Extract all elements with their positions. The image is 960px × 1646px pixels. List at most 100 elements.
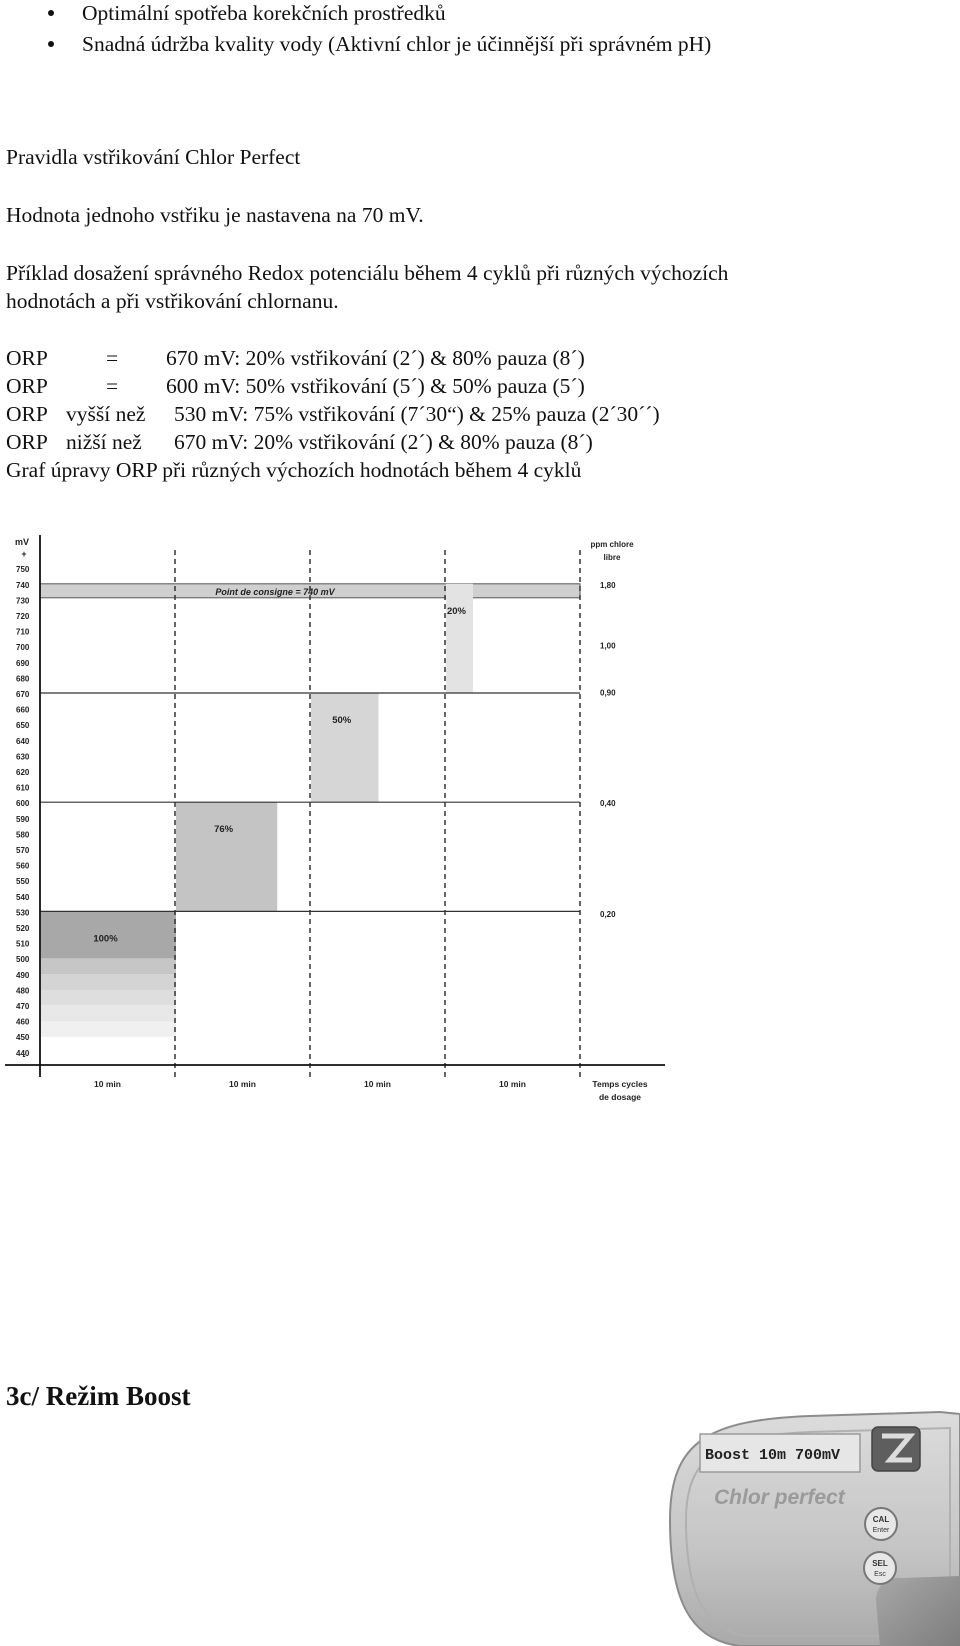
bar-label: 50% xyxy=(332,715,352,726)
y-tick-label: 660 xyxy=(16,706,30,715)
y2-axis-label: ppm chlore xyxy=(590,540,634,549)
y2-tick-label: 0,90 xyxy=(600,688,616,697)
y-axis-arrow: + xyxy=(21,549,26,559)
chart-bar-fade xyxy=(41,958,176,974)
y-tick-label: 450 xyxy=(16,1033,30,1042)
y-tick-label: 540 xyxy=(16,893,30,902)
y-axis-label: mV xyxy=(15,537,29,547)
chart-bar-fade xyxy=(41,989,176,1005)
y-axis-minus: - xyxy=(23,1051,26,1061)
y-tick-label: 620 xyxy=(16,768,30,777)
orp-row: ORP nižší než 670 mV: 20% vstřikování (2… xyxy=(6,429,906,455)
cal-button-label: CAL xyxy=(873,1515,890,1524)
cal-button[interactable]: CAL Enter xyxy=(864,1507,898,1541)
orp-rest: 600 mV: 50% vstřikování (5´) & 50% pauza… xyxy=(166,374,585,398)
bar-label: 20% xyxy=(447,606,467,617)
section-title: 3c/ Režim Boost xyxy=(6,1381,191,1411)
bar-label: 76% xyxy=(214,824,234,835)
chlor-perfect-device: Boost 10m 700mV Chlor perfect CAL Enter … xyxy=(668,1410,960,1646)
y-tick-label: 490 xyxy=(16,971,30,980)
y-tick-label: 570 xyxy=(16,846,30,855)
setpoint-label: Point de consigne = 740 mV xyxy=(215,587,335,597)
rules-title: Pravidla vstřikování Chlor Perfect xyxy=(6,145,301,169)
orp-rest: 530 mV: 75% vstřikování (7´30“) & 25% pa… xyxy=(174,402,660,426)
orp-operator: vyšší než xyxy=(66,402,146,426)
y-tick-label: 740 xyxy=(16,581,30,590)
y2-tick-label: 0,20 xyxy=(600,910,616,919)
y-tick-label: 520 xyxy=(16,924,30,933)
y-tick-label: 690 xyxy=(16,659,30,668)
chart-bar-fade xyxy=(41,973,176,990)
orp-rest: 670 mV: 20% vstřikování (2´) & 80% pauza… xyxy=(174,430,593,454)
chart-bar-fade xyxy=(41,1005,176,1021)
injection-value-text: Hodnota jednoho vstřiku je nastavena na … xyxy=(6,203,424,227)
y-tick-label: 670 xyxy=(16,690,30,699)
cal-button-sublabel: Enter xyxy=(873,1527,890,1534)
x-tick-label: 10 min xyxy=(94,1079,121,1089)
y-tick-label: 650 xyxy=(16,721,30,730)
y-tick-label: 750 xyxy=(16,565,30,574)
orp-label: ORP xyxy=(6,346,48,370)
y-tick-label: 640 xyxy=(16,737,30,746)
example-text-line-2: hodnotách a při vstřikování chlornanu. xyxy=(6,289,339,313)
y-tick-label: 470 xyxy=(16,1002,30,1011)
y-tick-label: 440 xyxy=(16,1049,30,1058)
y-tick-label: 580 xyxy=(16,830,30,839)
orp-rest: 670 mV: 20% vstřikování (2´) & 80% pauza… xyxy=(166,346,585,370)
x-axis-label: Temps cycles xyxy=(592,1079,647,1089)
y-tick-label: 610 xyxy=(16,784,30,793)
orp-row: ORP = 670 mV: 20% vstřikování (2´) & 80%… xyxy=(6,345,906,371)
orp-label: ORP xyxy=(6,430,48,454)
x-tick-label: 10 min xyxy=(229,1079,256,1089)
y-tick-label: 550 xyxy=(16,877,30,886)
orp-label: ORP xyxy=(6,374,48,398)
device-screen xyxy=(699,1433,861,1473)
bullet-item: Optimální spotřeba korekčních prostředků xyxy=(0,0,900,26)
orp-operator: = xyxy=(106,346,119,370)
y2-tick-label: 1,00 xyxy=(600,642,616,651)
x-tick-label: 10 min xyxy=(499,1079,526,1089)
y-tick-label: 590 xyxy=(16,815,30,824)
chart-bar xyxy=(311,693,379,803)
orp-operator: nižší než xyxy=(66,430,142,454)
y-tick-label: 700 xyxy=(16,643,30,652)
device-bezel xyxy=(684,1426,951,1637)
bullet-item: Snadná údržba kvality vody (Aktivní chlo… xyxy=(0,31,900,57)
y-tick-label: 600 xyxy=(16,799,30,808)
y2-tick-label: 1,80 xyxy=(600,581,616,590)
bullet-dot xyxy=(48,41,54,47)
orp-label: ORP xyxy=(6,402,48,426)
x-axis-label: de dosage xyxy=(599,1092,641,1102)
chart-bar xyxy=(446,583,473,693)
bullet-text: Optimální spotřeba korekčních prostředků xyxy=(82,1,446,25)
orp-chart: Point de consigne = 740 mV 100% 76% 50% 20% m… xyxy=(5,535,665,1102)
bullet-text: Snadná údržba kvality vody (Aktivní chlo… xyxy=(82,32,712,56)
device-display-text: Boost 10m 700mV xyxy=(705,1447,840,1464)
y-tick-label: 480 xyxy=(16,986,30,995)
chart-bar xyxy=(176,802,278,912)
orp-operator: = xyxy=(106,374,119,398)
orp-row: ORP vyšší než 530 mV: 75% vstřikování (7… xyxy=(6,401,906,427)
y-tick-label: 730 xyxy=(16,596,30,605)
sel-button[interactable]: SEL Esc xyxy=(863,1551,897,1585)
device-brand: Chlor perfect xyxy=(714,1486,846,1509)
y-tick-label: 530 xyxy=(16,908,30,917)
y-tick-label: 560 xyxy=(16,862,30,871)
x-tick-label: 10 min xyxy=(364,1079,391,1089)
y-tick-label: 630 xyxy=(16,752,30,761)
hand-icon xyxy=(876,1576,960,1646)
example-text-line-1: Příklad dosažení správného Redox potenci… xyxy=(6,261,729,285)
bar-label: 100% xyxy=(93,933,118,944)
y-tick-label: 710 xyxy=(16,628,30,637)
chart-bar-fade xyxy=(41,1020,176,1037)
y2-tick-label: 0,40 xyxy=(600,799,616,808)
y2-axis-label: libre xyxy=(604,553,621,562)
bullet-dot xyxy=(48,10,54,16)
graph-caption: Graf úpravy ORP při různých výchozích ho… xyxy=(6,458,582,482)
y-tick-label: 510 xyxy=(16,940,30,949)
sel-button-label: SEL xyxy=(872,1559,888,1568)
orp-row: ORP = 600 mV: 50% vstřikování (5´) & 50%… xyxy=(6,373,906,399)
y-tick-label: 720 xyxy=(16,612,30,621)
y-tick-label: 460 xyxy=(16,1018,30,1027)
y-tick-label: 500 xyxy=(16,955,30,964)
